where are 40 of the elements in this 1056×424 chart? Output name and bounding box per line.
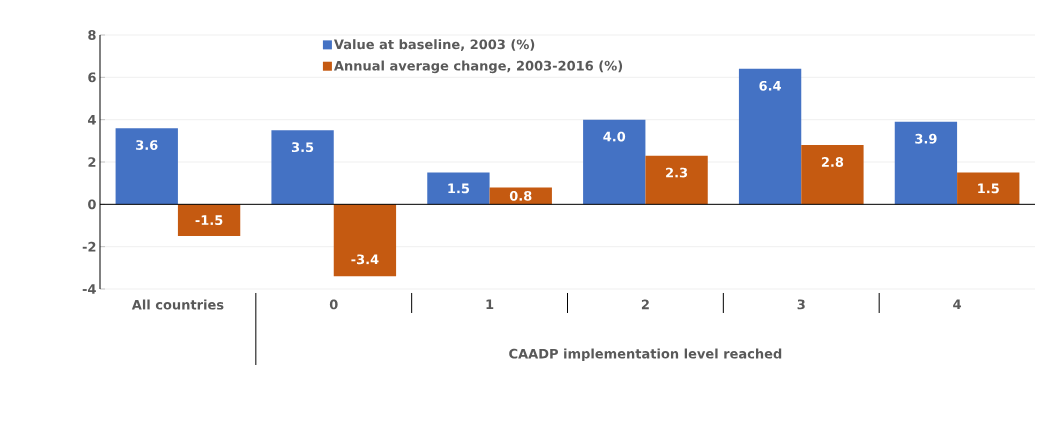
y-tick-label: -4 (82, 284, 96, 294)
data-label: 3.6 (136, 140, 158, 150)
bar (333, 204, 397, 277)
legend-label: Annual average change, 2003-2016 (%) (333, 60, 623, 74)
x-tick-label: 1 (486, 299, 494, 309)
bar (957, 172, 1020, 205)
bar (583, 119, 646, 205)
x-tick-label: 0 (329, 299, 338, 310)
bar (801, 145, 864, 205)
y-tick-label: 4 (88, 114, 96, 125)
data-label: -1.5 (195, 215, 223, 226)
bar (427, 172, 490, 205)
data-label: 2.8 (821, 157, 844, 167)
x-tick-label: All countries (131, 299, 224, 310)
data-label: 6.4 (759, 80, 782, 91)
y-tick-label: 0 (88, 199, 96, 210)
bar (115, 128, 178, 205)
data-label: 0.8 (509, 190, 532, 201)
y-tick-label: 8 (88, 30, 96, 40)
data-label: 3.9 (915, 133, 937, 144)
legend-label: Value at baseline, 2003 (%) (333, 39, 535, 51)
data-label: 1.5 (448, 183, 470, 194)
x-tick-label: 2 (641, 299, 649, 310)
bar (177, 204, 241, 237)
bar (738, 68, 802, 205)
bar (489, 187, 552, 205)
y-tick-label: -2 (82, 241, 96, 252)
bar (894, 121, 958, 205)
data-label: 1.5 (978, 183, 999, 194)
y-tick-label: 6 (88, 72, 96, 83)
x-tick-label: 3 (797, 299, 805, 310)
y-tick-label: 2 (88, 157, 96, 167)
x-tick-label: 4 (953, 299, 962, 309)
bar (271, 130, 334, 205)
data-label: 2.3 (666, 167, 688, 178)
bar (645, 155, 708, 205)
data-label: 4.0 (603, 131, 626, 142)
x-axis-title: CAADP implementation level reached (509, 348, 782, 362)
data-label: 3.5 (291, 142, 314, 153)
data-label: -3.4 (351, 254, 379, 265)
